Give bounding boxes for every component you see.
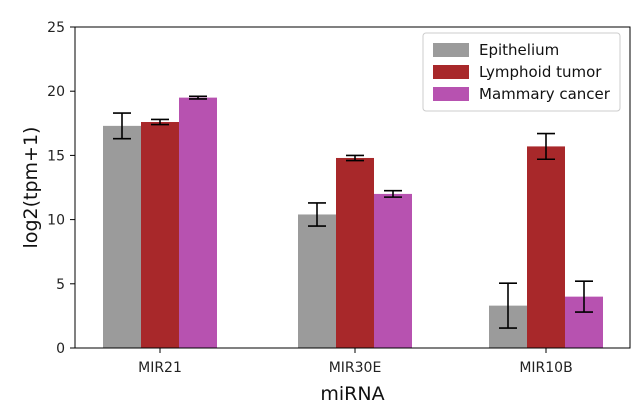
y-tick-label: 0 bbox=[56, 341, 65, 357]
bar bbox=[103, 125, 141, 348]
y-tick-label: 5 bbox=[56, 277, 65, 293]
bar bbox=[179, 97, 217, 349]
x-tick-label: MIR10B bbox=[519, 360, 572, 376]
error-bars-layer bbox=[113, 95, 593, 329]
y-tick-label: 15 bbox=[47, 148, 65, 164]
plot-frame bbox=[74, 26, 631, 349]
bar bbox=[141, 122, 179, 349]
legend-label: Epithelium bbox=[479, 41, 559, 59]
legend-box bbox=[422, 32, 621, 112]
legend: Epithelium Lymphoid tumor Mammary cancer bbox=[422, 32, 621, 112]
y-tick-label: 20 bbox=[47, 84, 65, 100]
y-axis-title: log2(tpm+1) bbox=[20, 127, 42, 249]
legend-swatch bbox=[433, 65, 469, 79]
x-axis-title: miRNA bbox=[320, 383, 384, 405]
y-tick-label: 10 bbox=[47, 213, 65, 229]
y-tick-label: 25 bbox=[47, 20, 65, 36]
y-axis: 0 5 10 15 20 25 bbox=[47, 20, 75, 357]
bar bbox=[527, 146, 565, 348]
bar bbox=[336, 157, 374, 348]
legend-swatch bbox=[433, 43, 469, 57]
legend-label: Lymphoid tumor bbox=[479, 63, 602, 81]
bar bbox=[374, 193, 412, 348]
x-axis: MIR21 MIR30E MIR10B bbox=[138, 348, 573, 376]
bars-layer bbox=[103, 97, 603, 349]
x-tick-label: MIR21 bbox=[138, 360, 182, 376]
bar bbox=[298, 214, 336, 348]
legend-swatch bbox=[433, 87, 469, 101]
legend-label: Mammary cancer bbox=[479, 85, 611, 103]
x-tick-label: MIR30E bbox=[329, 360, 382, 376]
